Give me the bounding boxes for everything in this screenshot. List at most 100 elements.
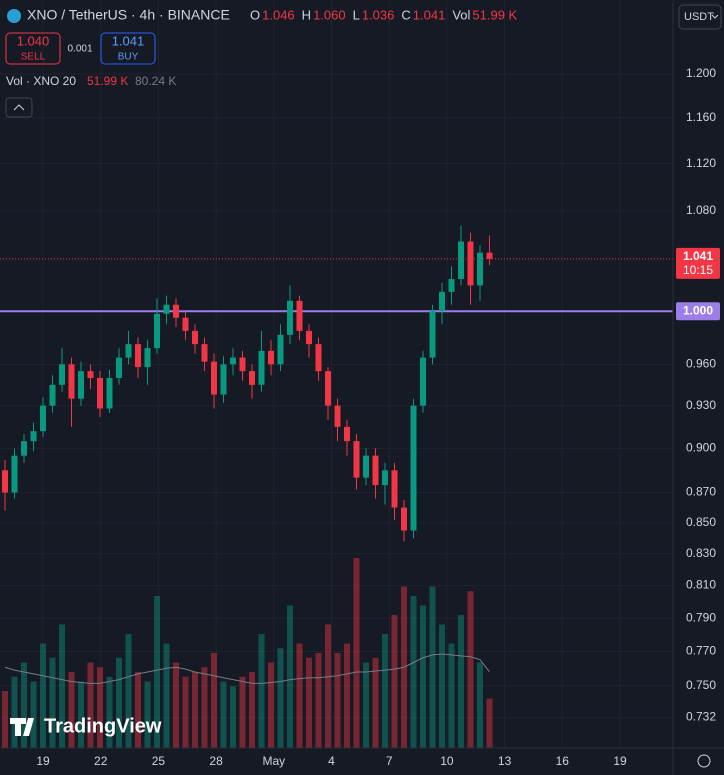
y-tick-label: 0.900: [686, 441, 716, 455]
volume-bar: [78, 681, 84, 748]
candle-body: [382, 470, 388, 486]
volume-bar: [296, 643, 303, 748]
y-tick-label: 0.810: [686, 578, 716, 592]
x-tick-label: 16: [556, 754, 570, 768]
volume-bar: [211, 653, 217, 748]
chart-title: XNO / TetherUS · 4h · BINANCE: [27, 7, 230, 23]
y-tick-label: 1.080: [686, 203, 716, 217]
volume-bar: [486, 698, 493, 748]
y-tick-label: 0.732: [686, 710, 716, 724]
grid: [0, 0, 673, 748]
volume-bar: [106, 676, 113, 748]
volume-bar: [325, 624, 331, 748]
x-tick-label: 7: [386, 754, 393, 768]
volume-bar: [116, 657, 122, 748]
y-tick-label: 0.750: [686, 678, 716, 692]
volume-bar: [306, 657, 312, 748]
volume-bar: [239, 676, 246, 748]
volume-bar: [135, 672, 141, 748]
ohlc-o-label: O: [250, 7, 260, 22]
candle-body: [78, 371, 84, 399]
candle-body: [154, 313, 160, 349]
candle-body: [344, 426, 350, 442]
candle-body: [182, 317, 189, 331]
volume-bar: [49, 657, 56, 748]
candle-body: [116, 357, 122, 378]
sell-price: 1.040: [17, 33, 50, 48]
volume-bar: [334, 653, 341, 748]
x-tick-label: 10: [440, 754, 454, 768]
candle-body: [125, 344, 132, 358]
y-tick-label: 0.850: [686, 515, 716, 529]
candle-body: [21, 441, 27, 456]
currency-button[interactable]: [678, 4, 722, 30]
volume-bar: [458, 615, 464, 748]
settings-icon[interactable]: [697, 754, 711, 768]
volume-ma-line: [4, 653, 490, 684]
candle-body: [249, 371, 255, 385]
x-tick-label: 19: [613, 754, 627, 768]
candle-body: [401, 507, 407, 531]
y-tick-label: 0.960: [686, 357, 716, 371]
volume-bar: [277, 648, 284, 748]
x-tick-label: 25: [152, 754, 166, 768]
candle-body: [325, 371, 331, 406]
volume-bar: [429, 586, 436, 748]
volume-bar: [467, 591, 474, 748]
candle-body: [239, 357, 246, 372]
candle-body: [11, 455, 18, 493]
volume-bar: [2, 691, 8, 748]
countdown-label: 10:15: [683, 263, 713, 277]
spread: 0.001: [67, 44, 92, 55]
volume-bar: [477, 662, 483, 748]
candle-body: [59, 364, 65, 385]
volume-bar: [201, 667, 208, 748]
volume-bar: [230, 686, 236, 748]
volume-bar: [448, 643, 455, 748]
volume-bar: [125, 634, 132, 748]
last-price-box: [676, 247, 720, 279]
volume-bar: [173, 662, 179, 748]
candle-body: [410, 405, 417, 531]
collapse-button[interactable]: [5, 97, 33, 118]
candle-body: [277, 334, 284, 365]
candle-body: [97, 377, 103, 409]
ohlc-o: 1.046: [262, 7, 295, 22]
y-tick-label: 1.160: [686, 110, 716, 124]
candle-body: [49, 384, 56, 406]
volume-bar: [372, 657, 379, 748]
candle-body: [220, 364, 227, 395]
buy-label: BUY: [118, 52, 139, 63]
buy-button[interactable]: [100, 32, 156, 65]
ohlc-c: 1.041: [413, 7, 446, 22]
volume-bar: [287, 605, 293, 748]
currency-caret: [711, 14, 719, 19]
candle-body: [306, 330, 312, 345]
volume-bar: [268, 662, 274, 748]
candle-body: [372, 455, 379, 486]
volume-bar: [439, 624, 445, 748]
y-tick-label: 1.200: [686, 66, 716, 80]
sell-button[interactable]: [5, 32, 61, 65]
volume-legend-value: 51.99 K: [87, 74, 128, 88]
candle-body: [68, 364, 75, 399]
volume-bar: [382, 634, 388, 748]
candle-body: [106, 377, 113, 409]
volume-bar: [97, 667, 103, 748]
collapse-icon: [13, 104, 25, 111]
volume-bar: [315, 653, 322, 748]
volume-bar: [59, 624, 65, 748]
axes: 1.200 1.160 1.120 1.080 0.960 0.930 0.900 0.870…: [36, 66, 720, 768]
candle-body: [458, 241, 464, 280]
volume-bar: [420, 605, 426, 748]
candle-body: [296, 300, 303, 331]
candle-body: [268, 350, 274, 365]
ohlc-legend: O 1.046 H 1.060 L 1.036 C 1.041 Vol 51.99 K: [250, 7, 518, 22]
logo-text: TradingView: [44, 715, 162, 737]
candle-body: [135, 344, 141, 368]
candle-body: [353, 441, 360, 478]
price-pane: [0, 225, 673, 542]
volume-bar: [192, 672, 198, 748]
